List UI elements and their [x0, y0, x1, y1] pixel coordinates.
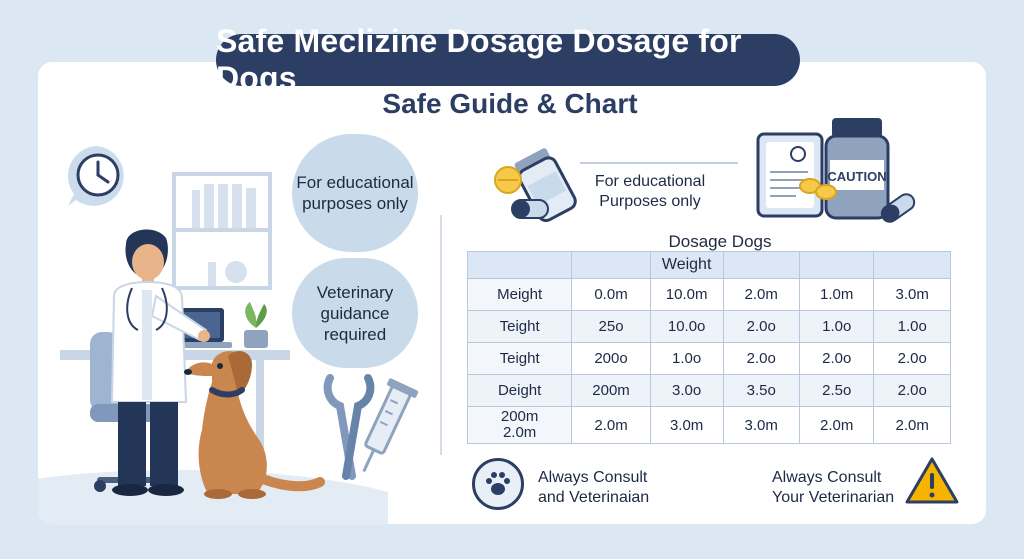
tongs-icon	[323, 374, 375, 480]
header-cell	[873, 251, 951, 279]
bookshelf	[172, 172, 272, 290]
table-cell: 1.0o	[798, 310, 875, 343]
consult-note-left: Always Consult and Veterinaian	[538, 469, 650, 506]
table-row: 200m 2.0m 2.0m 3.0m 3.0m 2.0m 2.0m	[466, 406, 951, 444]
educational-bubble: For educational purposes only	[292, 134, 418, 252]
table-cell: 2.0m	[571, 406, 651, 444]
table-header-row: Weight	[466, 251, 951, 279]
table-cell: 200m	[571, 374, 651, 407]
paw-badge	[472, 458, 524, 510]
table-cell: 200m 2.0m	[466, 406, 573, 444]
syringe-icon	[362, 378, 419, 473]
caution-label: CAUTION	[827, 169, 886, 184]
paw-icon	[486, 472, 510, 495]
pill-bottle-icon	[494, 148, 577, 222]
table-title: Dosage Dogs	[668, 232, 772, 251]
table-cell: 25o	[571, 310, 651, 343]
table-cell: 2.0o	[873, 342, 951, 375]
consult-note-right: Always Consult Your Veterinarian	[772, 469, 895, 506]
table-cell: 2.0o	[873, 374, 951, 407]
veterinarian-illustration	[110, 229, 210, 496]
header-cell	[466, 251, 573, 279]
table-cell: 2.0m	[722, 278, 800, 311]
table-cell: 3.0o	[649, 374, 724, 407]
caution-bottle-icon: CAUTION	[799, 118, 916, 223]
header-cell	[798, 251, 875, 279]
panel-divider	[440, 215, 442, 455]
page-subtitle: Safe Guide & Chart	[382, 88, 638, 119]
table-cell: 2.0m	[798, 406, 875, 444]
table-cell: 10.0o	[649, 310, 724, 343]
dog-illustration	[184, 350, 325, 499]
note-divider	[580, 162, 738, 164]
dosage-table: Weight Meight 0.0m 10.0m 2.0m 1.0m 3.0m …	[466, 251, 951, 444]
header-cell	[722, 251, 800, 279]
table-cell: Meight	[466, 278, 573, 311]
table-row: Teight 25o 10.0o 2.0o 1.0o 1.0o	[466, 310, 951, 343]
educational-note: For educational Purposes only	[594, 173, 706, 210]
table-cell: 3.0m	[649, 406, 724, 444]
table-cell: 1.0o	[649, 342, 724, 375]
table-cell: 10.0m	[649, 278, 724, 311]
table-cell: 2.0o	[722, 310, 800, 343]
table-row: Meight 0.0m 10.0m 2.0m 1.0m 3.0m	[466, 278, 951, 311]
table-cell: 0.0m	[571, 278, 651, 311]
header-cell: Weight	[649, 251, 724, 279]
header-cell	[571, 251, 651, 279]
clock-icon	[67, 146, 124, 206]
table-cell: 2.5o	[798, 374, 875, 407]
table-cell: 1.0m	[798, 278, 875, 311]
veterinary-bubble: Veterinary guidance required	[292, 258, 418, 368]
table-cell: 200o	[571, 342, 651, 375]
table-cell: 3.0m	[722, 406, 800, 444]
page-title: Safe Meclizine Dosage Dosage for Dogs	[216, 23, 800, 96]
plant-icon	[244, 302, 268, 348]
table-cell: 1.0o	[873, 310, 951, 343]
table-cell: 2.0o	[722, 342, 800, 375]
table-row: Deight 200m 3.0o 3.5o 2.5o 2.0o	[466, 374, 951, 407]
table-cell: 2.0o	[798, 342, 875, 375]
table-cell: 3.5o	[722, 374, 800, 407]
table-cell: Teight	[466, 342, 573, 375]
table-row: Teight 200o 1.0o 2.0o 2.0o 2.0o	[466, 342, 951, 375]
table-cell: Deight	[466, 374, 573, 407]
warning-triangle-icon	[905, 457, 959, 504]
table-cell: 2.0m	[873, 406, 951, 444]
table-cell: Teight	[466, 310, 573, 343]
table-cell: 3.0m	[873, 278, 951, 311]
